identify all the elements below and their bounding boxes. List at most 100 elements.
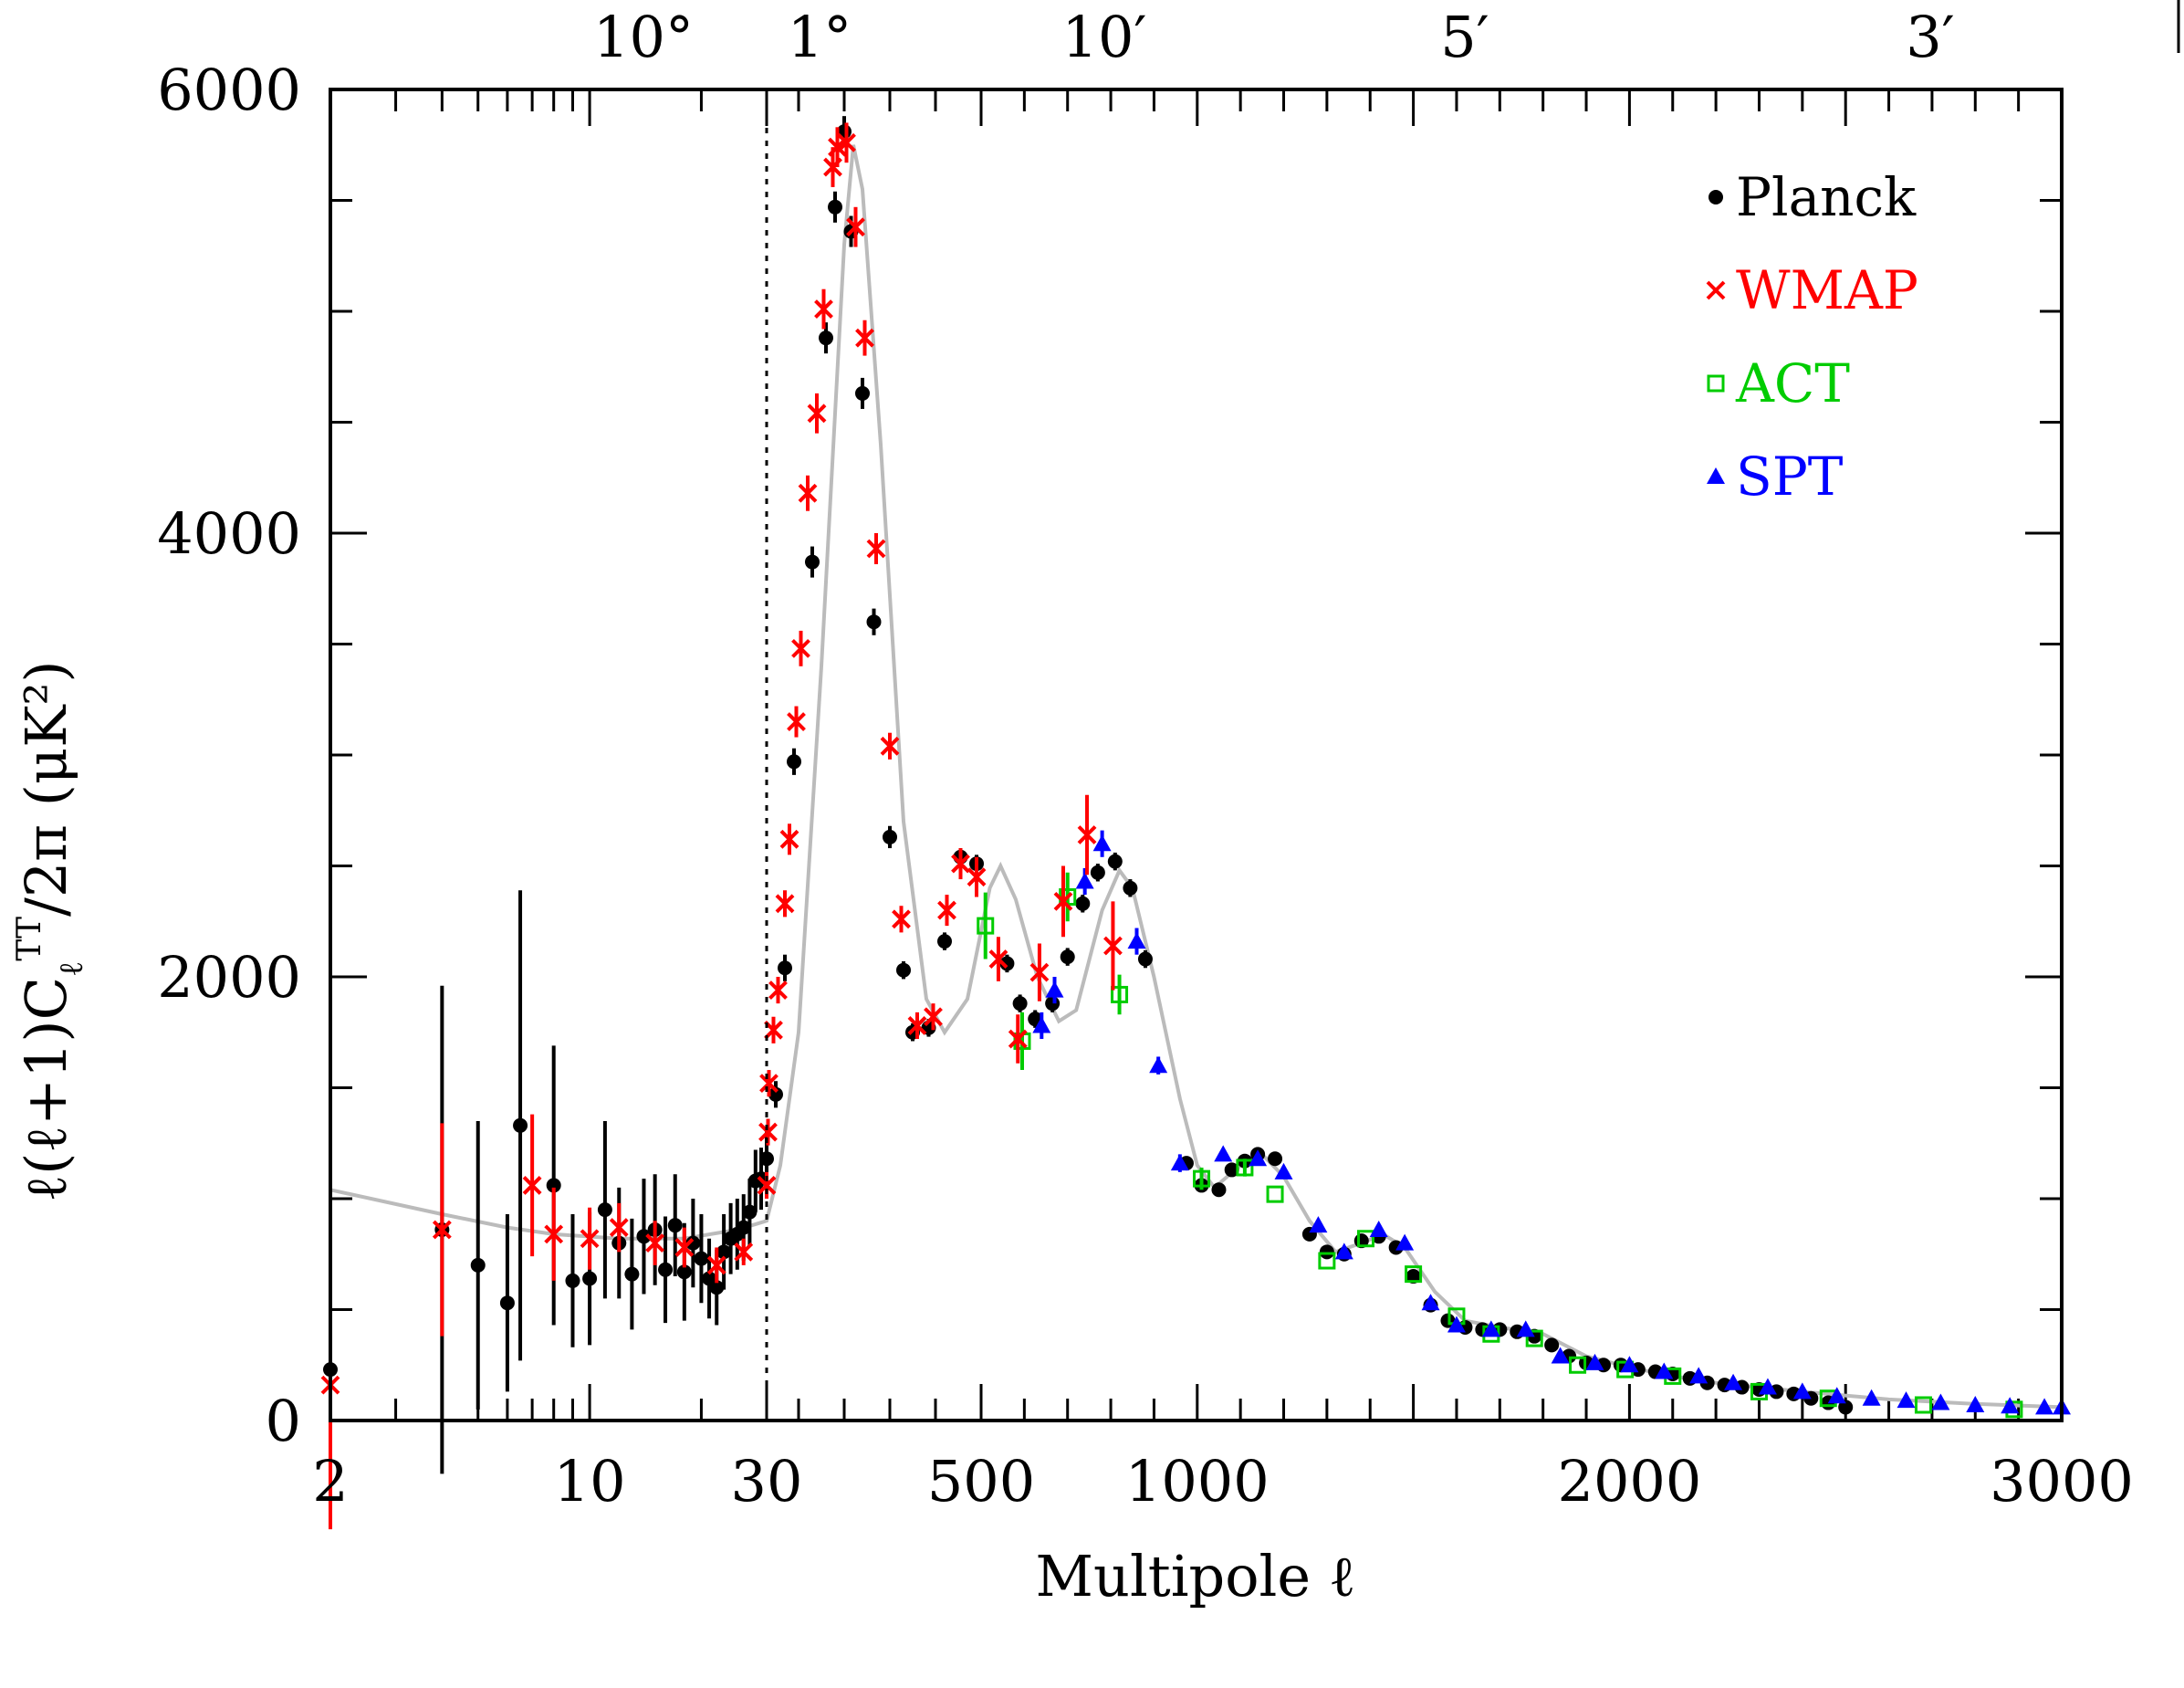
wmap-marker bbox=[988, 949, 1008, 969]
x-tick-label: 3000 bbox=[1990, 1448, 2134, 1515]
act-data-point bbox=[1193, 1167, 1211, 1190]
wmap-marker bbox=[1103, 936, 1123, 956]
act-data-point bbox=[1266, 1185, 1284, 1203]
planck-data-point bbox=[999, 954, 1015, 973]
spt-data-point bbox=[1551, 1347, 1570, 1364]
planck-data-point bbox=[1090, 864, 1105, 882]
planck-data-point bbox=[828, 191, 842, 223]
spt-marker bbox=[1369, 1221, 1388, 1238]
act-data-point bbox=[1111, 974, 1129, 1015]
planck-data-point bbox=[636, 1179, 652, 1295]
wmap-data-point bbox=[798, 475, 818, 511]
wmap-data-point bbox=[837, 122, 856, 163]
spt-marker bbox=[1092, 834, 1112, 852]
legend-item-act: ACT bbox=[1707, 352, 1850, 414]
act-marker bbox=[1405, 1265, 1423, 1284]
wmap-data-point bbox=[892, 906, 911, 933]
act-data-point bbox=[1236, 1159, 1254, 1177]
wmap-data-point bbox=[814, 288, 833, 330]
planck-data-point bbox=[1224, 1162, 1239, 1178]
planck-data-point bbox=[742, 1179, 758, 1246]
spt-marker bbox=[1931, 1393, 1950, 1410]
wmap-marker bbox=[866, 539, 886, 559]
planck-data-point bbox=[768, 1081, 783, 1108]
planck-data-point bbox=[1544, 1337, 1560, 1353]
planck-marker bbox=[1838, 1400, 1854, 1415]
wmap-data-point bbox=[988, 937, 1008, 981]
planck-marker bbox=[999, 956, 1015, 971]
wmap-data-point bbox=[609, 1202, 629, 1253]
planck-data-point bbox=[1137, 949, 1153, 969]
spt-data-point bbox=[1792, 1382, 1812, 1400]
spt-marker bbox=[1655, 1362, 1674, 1379]
spt-data-point bbox=[1421, 1294, 1440, 1311]
planck-data-point bbox=[702, 1238, 717, 1319]
act-marker bbox=[977, 917, 995, 935]
legend-item-wmap: WMAP bbox=[1706, 259, 1918, 321]
planck-marker bbox=[582, 1271, 598, 1286]
x-tick-label: 30 bbox=[731, 1448, 803, 1515]
wmap-marker bbox=[846, 217, 865, 237]
wmap-marker bbox=[645, 1233, 665, 1253]
wmap-marker bbox=[1077, 825, 1097, 844]
legend-marker bbox=[1706, 280, 1726, 300]
wmap-marker bbox=[791, 638, 810, 658]
spt-marker bbox=[1689, 1367, 1709, 1384]
wmap-data-point bbox=[787, 706, 806, 738]
x-tick-label: 2 bbox=[312, 1448, 348, 1515]
wmap-data-point bbox=[880, 732, 900, 760]
planck-marker bbox=[470, 1257, 486, 1273]
spt-marker bbox=[1170, 1154, 1189, 1171]
x-axis-title: Multipole ℓ bbox=[1036, 1543, 1356, 1609]
act-marker bbox=[1525, 1329, 1543, 1347]
planck-marker bbox=[759, 1151, 774, 1167]
wmap-data-point bbox=[775, 890, 795, 917]
wmap-data-point bbox=[522, 1114, 542, 1257]
top-axis-angular-label: 5′ bbox=[1440, 4, 1489, 70]
wmap-data-point bbox=[1029, 943, 1050, 1001]
spt-data-point bbox=[1045, 977, 1064, 1004]
planck-marker bbox=[883, 829, 897, 844]
spt-data-point bbox=[1862, 1389, 1881, 1406]
wmap-marker bbox=[855, 328, 874, 348]
planck-marker bbox=[866, 614, 882, 630]
spt-data-point bbox=[1620, 1356, 1639, 1373]
legend-item-planck: Planck bbox=[1709, 166, 1917, 228]
planck-marker bbox=[546, 1178, 561, 1193]
spt-marker bbox=[1045, 980, 1064, 998]
planck-data-point bbox=[667, 1174, 683, 1277]
wmap-marker bbox=[759, 1074, 779, 1094]
act-marker bbox=[1236, 1159, 1254, 1177]
planck-marker bbox=[1137, 951, 1153, 967]
planck-marker bbox=[1090, 865, 1105, 880]
planck-data-point bbox=[1012, 994, 1028, 1012]
wmap-marker bbox=[1053, 891, 1073, 911]
spt-marker bbox=[1551, 1347, 1570, 1364]
wmap-marker bbox=[787, 712, 806, 731]
spt-marker bbox=[1214, 1145, 1233, 1162]
planck-marker bbox=[565, 1273, 580, 1288]
planck-marker bbox=[805, 554, 820, 570]
planck-marker bbox=[768, 1086, 783, 1102]
act-marker bbox=[1569, 1356, 1587, 1374]
planck-marker bbox=[597, 1202, 612, 1218]
wmap-marker bbox=[880, 736, 900, 756]
spt-data-point bbox=[1214, 1145, 1233, 1162]
wmap-data-point bbox=[791, 630, 810, 666]
wmap-data-point bbox=[1077, 794, 1097, 875]
wmap-marker bbox=[775, 894, 795, 914]
planck-marker bbox=[937, 934, 952, 949]
spt-marker bbox=[1792, 1382, 1812, 1400]
planck-data-point bbox=[1107, 852, 1123, 871]
y-tick-label: 6000 bbox=[157, 57, 301, 123]
wmap-data-point bbox=[807, 393, 827, 434]
planck-data-point bbox=[1405, 1269, 1421, 1284]
planck-marker bbox=[819, 330, 833, 346]
planck-marker bbox=[636, 1229, 652, 1244]
spt-data-point bbox=[2035, 1398, 2054, 1415]
planck-data-point bbox=[866, 608, 882, 635]
top-axis-angular-label: 10° bbox=[593, 4, 694, 70]
planck-marker bbox=[499, 1295, 515, 1311]
planck-marker bbox=[896, 962, 911, 978]
wmap-marker bbox=[768, 980, 788, 1000]
